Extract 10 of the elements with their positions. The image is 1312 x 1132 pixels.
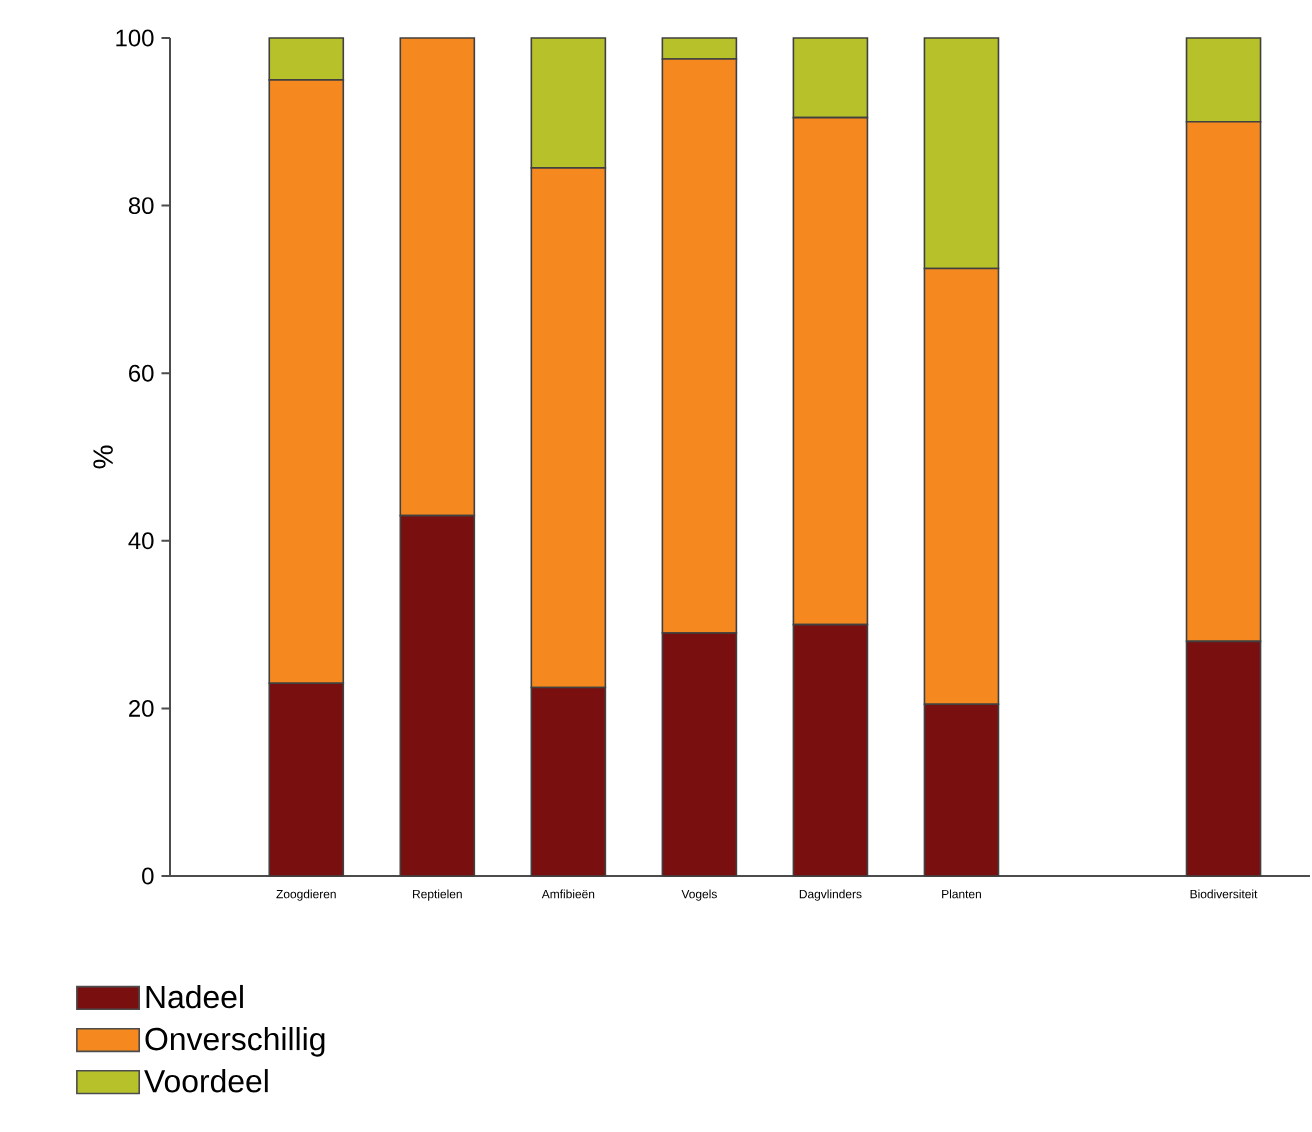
y-tick-label: 100 xyxy=(116,29,154,47)
legend-label: Onverschillig xyxy=(145,1026,325,1057)
y-tick-label: 40 xyxy=(128,532,154,550)
y-tick-label: 20 xyxy=(129,699,154,717)
y-tick-label: 80 xyxy=(128,197,154,215)
legend-label: Nadeel xyxy=(146,984,243,1009)
y-tick-label: 60 xyxy=(129,364,154,382)
legend-label: Voordeel xyxy=(144,1069,268,1093)
y-tick-label: 0 xyxy=(142,867,154,885)
y-axis-title: % xyxy=(93,445,113,469)
